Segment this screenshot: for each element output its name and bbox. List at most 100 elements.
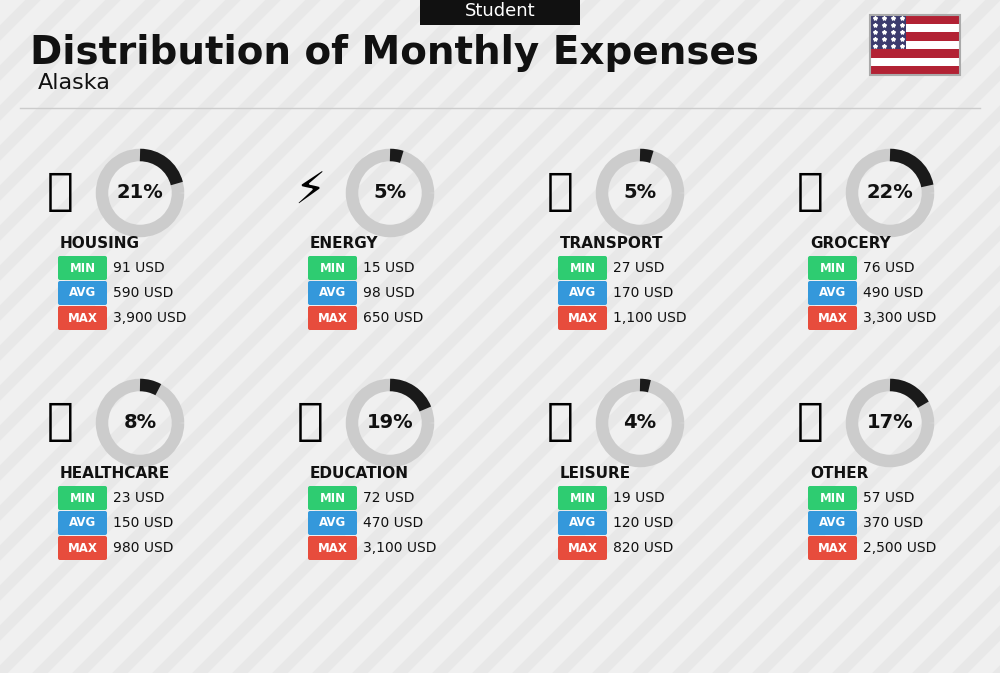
Text: 590 USD: 590 USD <box>113 286 173 300</box>
Text: MAX: MAX <box>68 542 97 555</box>
FancyBboxPatch shape <box>308 306 357 330</box>
Text: MAX: MAX <box>68 312 97 324</box>
Text: MAX: MAX <box>568 542 597 555</box>
Text: AVG: AVG <box>319 287 346 299</box>
FancyBboxPatch shape <box>808 256 857 280</box>
Text: 1,100 USD: 1,100 USD <box>613 311 687 325</box>
Text: 98 USD: 98 USD <box>363 286 415 300</box>
FancyBboxPatch shape <box>58 281 107 305</box>
FancyBboxPatch shape <box>308 511 357 535</box>
Text: EDUCATION: EDUCATION <box>310 466 409 481</box>
Text: MAX: MAX <box>318 542 347 555</box>
Text: MIN: MIN <box>69 262 96 275</box>
FancyBboxPatch shape <box>58 256 107 280</box>
Text: AVG: AVG <box>569 516 596 530</box>
Text: MAX: MAX <box>818 312 847 324</box>
Text: 23 USD: 23 USD <box>113 491 164 505</box>
Text: MAX: MAX <box>818 542 847 555</box>
Text: Alaska: Alaska <box>38 73 111 93</box>
FancyBboxPatch shape <box>808 536 857 560</box>
Text: 91 USD: 91 USD <box>113 261 165 275</box>
FancyBboxPatch shape <box>308 536 357 560</box>
FancyBboxPatch shape <box>308 281 357 305</box>
Text: 120 USD: 120 USD <box>613 516 673 530</box>
Text: MIN: MIN <box>819 262 846 275</box>
FancyBboxPatch shape <box>420 0 580 25</box>
FancyBboxPatch shape <box>808 486 857 510</box>
Text: 820 USD: 820 USD <box>613 541 673 555</box>
Text: GROCERY: GROCERY <box>810 236 891 250</box>
FancyBboxPatch shape <box>870 24 960 32</box>
Text: 3,300 USD: 3,300 USD <box>863 311 936 325</box>
Text: 19%: 19% <box>367 413 413 433</box>
Text: MIN: MIN <box>819 491 846 505</box>
FancyBboxPatch shape <box>870 49 960 58</box>
Text: AVG: AVG <box>69 287 96 299</box>
FancyBboxPatch shape <box>558 511 607 535</box>
Text: 72 USD: 72 USD <box>363 491 415 505</box>
FancyBboxPatch shape <box>870 32 960 40</box>
Text: 650 USD: 650 USD <box>363 311 423 325</box>
Text: 470 USD: 470 USD <box>363 516 423 530</box>
Text: MIN: MIN <box>569 262 596 275</box>
Text: HOUSING: HOUSING <box>60 236 140 250</box>
FancyBboxPatch shape <box>808 281 857 305</box>
Text: AVG: AVG <box>819 516 846 530</box>
Text: 🎓: 🎓 <box>297 400 323 443</box>
Text: ⚡: ⚡ <box>294 170 326 213</box>
FancyBboxPatch shape <box>870 15 906 49</box>
Text: Student: Student <box>465 2 535 20</box>
Text: 8%: 8% <box>123 413 157 433</box>
Text: 3,900 USD: 3,900 USD <box>113 311 186 325</box>
Text: Distribution of Monthly Expenses: Distribution of Monthly Expenses <box>30 34 759 72</box>
Text: 57 USD: 57 USD <box>863 491 914 505</box>
Text: 150 USD: 150 USD <box>113 516 173 530</box>
FancyBboxPatch shape <box>58 306 107 330</box>
FancyBboxPatch shape <box>870 58 960 67</box>
Text: 490 USD: 490 USD <box>863 286 923 300</box>
Text: 27 USD: 27 USD <box>613 261 664 275</box>
FancyBboxPatch shape <box>558 256 607 280</box>
Text: MIN: MIN <box>69 491 96 505</box>
Text: MIN: MIN <box>569 491 596 505</box>
Text: MAX: MAX <box>568 312 597 324</box>
Text: 🚌: 🚌 <box>547 170 573 213</box>
FancyBboxPatch shape <box>808 306 857 330</box>
Text: MAX: MAX <box>318 312 347 324</box>
FancyBboxPatch shape <box>58 511 107 535</box>
Text: MIN: MIN <box>319 262 346 275</box>
Text: AVG: AVG <box>319 516 346 530</box>
Text: 🛒: 🛒 <box>797 170 823 213</box>
Text: 170 USD: 170 USD <box>613 286 673 300</box>
Text: 370 USD: 370 USD <box>863 516 923 530</box>
FancyBboxPatch shape <box>58 536 107 560</box>
Text: 76 USD: 76 USD <box>863 261 915 275</box>
FancyBboxPatch shape <box>870 67 960 75</box>
FancyBboxPatch shape <box>308 256 357 280</box>
Text: LEISURE: LEISURE <box>560 466 631 481</box>
Text: 🏢: 🏢 <box>47 170 73 213</box>
Text: 💰: 💰 <box>797 400 823 443</box>
Text: 17%: 17% <box>867 413 913 433</box>
Text: 4%: 4% <box>623 413 657 433</box>
FancyBboxPatch shape <box>870 40 960 49</box>
Text: MIN: MIN <box>319 491 346 505</box>
Text: AVG: AVG <box>819 287 846 299</box>
Text: AVG: AVG <box>69 516 96 530</box>
FancyBboxPatch shape <box>558 306 607 330</box>
FancyBboxPatch shape <box>308 486 357 510</box>
Text: 🛍: 🛍 <box>547 400 573 443</box>
Text: 3,100 USD: 3,100 USD <box>363 541 436 555</box>
Text: 22%: 22% <box>867 184 913 203</box>
Text: 5%: 5% <box>373 184 407 203</box>
FancyBboxPatch shape <box>808 511 857 535</box>
Text: 15 USD: 15 USD <box>363 261 415 275</box>
Text: AVG: AVG <box>569 287 596 299</box>
FancyBboxPatch shape <box>870 15 960 24</box>
Text: 5%: 5% <box>623 184 657 203</box>
FancyBboxPatch shape <box>558 281 607 305</box>
Text: 🏥: 🏥 <box>47 400 73 443</box>
Text: TRANSPORT: TRANSPORT <box>560 236 664 250</box>
Text: 19 USD: 19 USD <box>613 491 665 505</box>
Text: 21%: 21% <box>117 184 163 203</box>
